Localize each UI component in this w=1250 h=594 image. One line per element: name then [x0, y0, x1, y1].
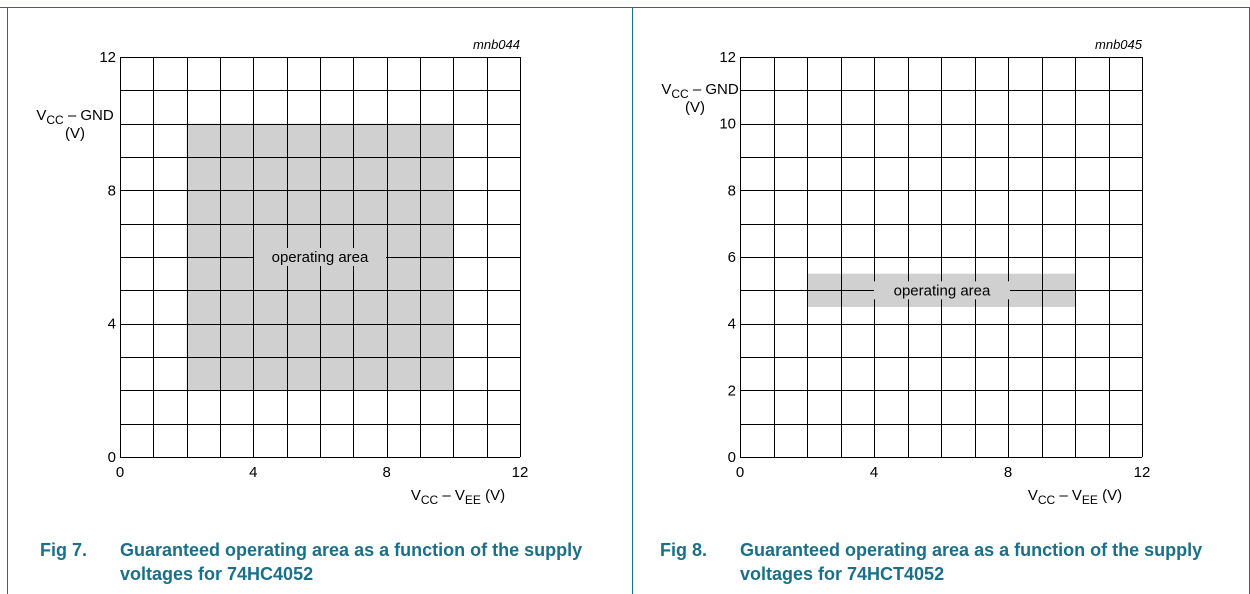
- y-tick-label: 6: [728, 249, 736, 266]
- y-tick-label: 4: [108, 316, 116, 333]
- y-tick-label: 0: [728, 449, 736, 466]
- y-tick-label: 8: [108, 182, 116, 199]
- y-axis-label-subscript: CC: [671, 87, 689, 101]
- x-axis-label-unit: (V): [1098, 487, 1122, 504]
- y-axis-unit: (V): [685, 99, 705, 116]
- x-tick-label: 0: [116, 464, 124, 481]
- x-axis-label: VCC – VEE (V): [411, 487, 505, 507]
- y-tick-label: 8: [728, 182, 736, 199]
- y-tick-label: 12: [99, 49, 116, 66]
- y-axis-label-symbol: V: [661, 81, 671, 98]
- figure-caption-text: Guaranteed operating area as a function …: [120, 540, 583, 584]
- x-axis-label-subscript: EE: [1082, 493, 1098, 507]
- y-tick-label: 2: [728, 382, 736, 399]
- x-axis-label-subscript: EE: [465, 493, 481, 507]
- x-axis-label: VCC – VEE (V): [1028, 487, 1122, 507]
- y-axis-label: VCC – GND: [661, 81, 739, 101]
- y-axis-label-symbol: V: [36, 107, 46, 124]
- figure-number: Fig 7.: [40, 540, 88, 560]
- x-tick-label: 8: [382, 464, 390, 481]
- figure-caption-text: Guaranteed operating area as a function …: [740, 540, 1203, 584]
- x-tick-label: 12: [512, 464, 529, 481]
- x-tick-label: 4: [870, 464, 878, 481]
- x-tick-label: 0: [736, 464, 744, 481]
- x-axis-label-mid: – V: [438, 487, 465, 504]
- y-tick-label: 12: [719, 49, 736, 66]
- y-tick-label: 10: [719, 116, 736, 133]
- x-axis-label-unit: (V): [481, 487, 505, 504]
- x-axis-label-mid: – V: [1055, 487, 1082, 504]
- y-tick-label: 4: [728, 316, 736, 333]
- figure-number: Fig 8.: [660, 540, 708, 560]
- figure-code: mnb044: [473, 37, 520, 52]
- x-tick-label: 12: [1134, 464, 1151, 481]
- figure-code: mnb045: [1095, 37, 1143, 52]
- y-axis-unit: (V): [65, 125, 85, 142]
- region-label: operating area: [272, 249, 369, 266]
- x-axis-label-subscript: CC: [1038, 493, 1056, 507]
- x-axis-label-symbol: V: [1028, 487, 1038, 504]
- y-axis-label-rest: – GND: [64, 107, 114, 124]
- y-axis-label: VCC – GND: [36, 107, 114, 127]
- x-axis-label-subscript: CC: [421, 493, 439, 507]
- x-tick-label: 4: [249, 464, 257, 481]
- region-label: operating area: [894, 282, 991, 299]
- x-axis-label-symbol: V: [411, 487, 421, 504]
- region-label-background: [254, 248, 386, 266]
- y-axis-label-rest: – GND: [689, 81, 739, 98]
- x-tick-label: 8: [1004, 464, 1012, 481]
- y-tick-label: 0: [108, 449, 116, 466]
- y-axis-label-subscript: CC: [46, 113, 64, 127]
- region-label-background: [874, 281, 1010, 300]
